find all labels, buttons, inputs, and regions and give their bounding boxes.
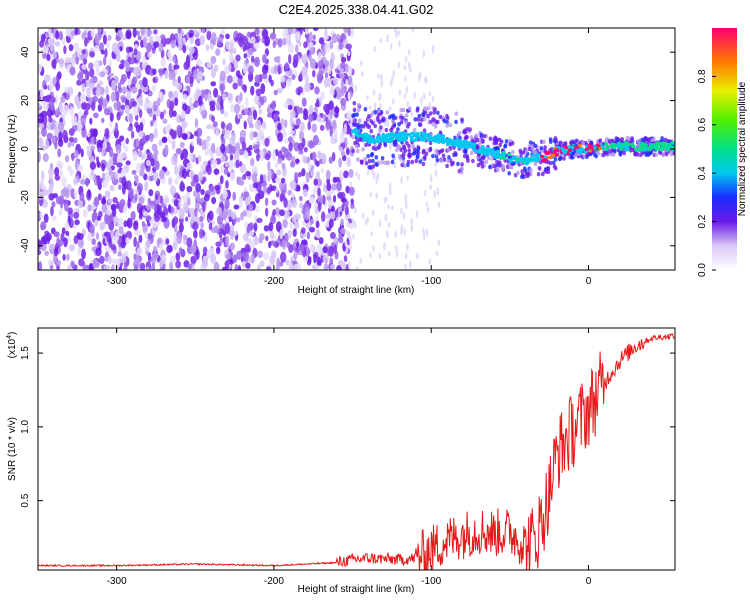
spectrogram-ytick-label: -40 [20, 238, 31, 253]
spectrogram-x-label: Height of straight line (km) [298, 285, 415, 296]
snr-panel: -300 -200 -100 0 0.5 1.0 1.5 Height of straig… [6, 327, 676, 595]
spectrogram-xtick-label: 0 [586, 276, 592, 287]
snr-ytick-label: 1.0 [20, 419, 31, 433]
snr-y-multiplier-base: (x10 [7, 338, 18, 358]
colorbar-tick-label: 0.6 [697, 117, 708, 131]
spectrogram-xtick-label: -100 [421, 276, 441, 287]
snr-series-line [38, 332, 675, 570]
spectrogram-ytick-label: 20 [20, 95, 31, 107]
snr-y-multiplier-exp: 4 [6, 335, 13, 339]
spectrogram-ytick-label: 0 [20, 146, 31, 152]
spectrogram-xtick-label: -300 [107, 276, 127, 287]
snr-frame [37, 327, 676, 571]
spectrogram-image [38, 28, 675, 270]
spectrogram-xtick-label: -200 [264, 276, 284, 287]
colorbar-tick-label: 0.4 [697, 166, 708, 180]
snr-xtick-label: 0 [586, 576, 592, 587]
colorbar-label: Normalized spectral amplitude [737, 81, 748, 216]
snr-xtick-label: -200 [264, 576, 284, 587]
snr-x-label: Height of straight line (km) [298, 584, 415, 595]
colorbar: 0.0 0.2 0.4 0.6 0.8 Normalized spectral ampl… [697, 28, 748, 277]
spectrogram-ytick-label: -20 [20, 190, 31, 205]
snr-xtick-label: -300 [107, 576, 127, 587]
colorbar-tick-label: 0.8 [697, 69, 708, 83]
spectrogram-y-label: Frequency (Hz) [7, 115, 18, 184]
snr-y-multiplier: (x104) [6, 332, 18, 359]
colorbar-gradient [712, 28, 737, 270]
spectrogram-ytick-label: 40 [20, 46, 31, 58]
snr-ytick-label: 0.5 [20, 493, 31, 507]
colorbar-tick-label: 0.0 [697, 263, 708, 277]
figure-title: C2E4.2025.338.04.41.G02 [279, 2, 434, 17]
snr-xtick-label: -100 [421, 576, 441, 587]
colorbar-tick-label: 0.2 [697, 214, 708, 228]
snr-y-label: SNR (10 * v/v) [7, 417, 18, 481]
snr-ytick-label: 1.5 [20, 346, 31, 360]
